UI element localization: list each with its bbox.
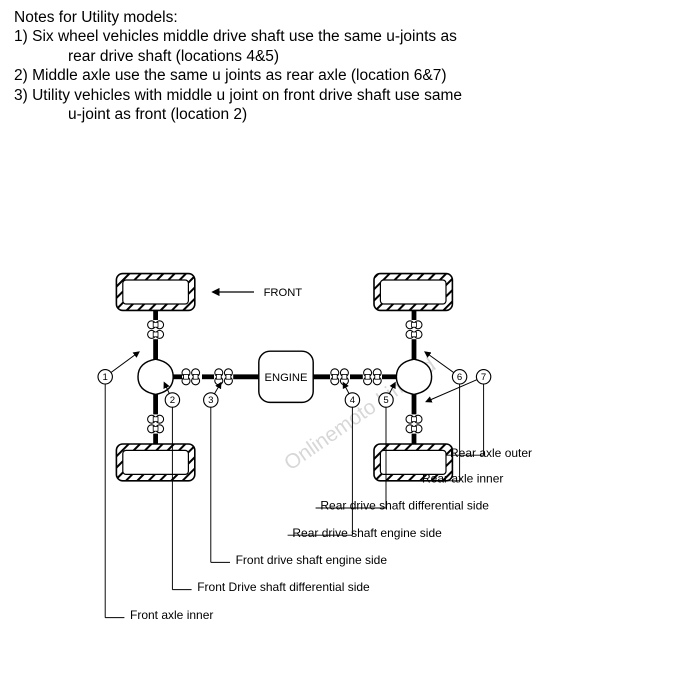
callout-number: 3	[208, 395, 213, 406]
callout-label: Rear drive shaft differential side	[320, 499, 489, 513]
callout-label: Front drive shaft engine side	[236, 553, 388, 567]
callout-label: Rear axle outer	[450, 446, 532, 460]
callout-label: Front axle inner	[130, 608, 213, 622]
callout-number: 7	[481, 372, 486, 383]
callout-number: 5	[383, 395, 388, 406]
callout-number: 4	[350, 395, 356, 406]
wheel	[116, 274, 194, 311]
engine-label: ENGINE	[265, 372, 308, 384]
u-joint	[364, 369, 382, 385]
note-2: 2) Middle axle use the same u joints as …	[14, 66, 686, 85]
u-joint	[148, 415, 164, 433]
wheel	[374, 274, 452, 311]
note-1-cont: rear drive shaft (locations 4&5)	[14, 47, 686, 66]
u-joint	[406, 415, 422, 433]
differential	[396, 359, 431, 394]
front-label: FRONT	[264, 287, 303, 299]
wheel	[116, 444, 194, 481]
u-joint	[148, 321, 164, 339]
u-joint	[215, 369, 233, 385]
callout-label: Rear drive shaft engine side	[292, 526, 442, 540]
note-1: 1) Six wheel vehicles middle drive shaft…	[14, 27, 686, 46]
callout-number: 1	[103, 372, 108, 383]
callout-label: Rear axle inner	[422, 472, 503, 486]
callout-number: 2	[170, 395, 175, 406]
note-3: 3) Utility vehicles with middle u joint …	[14, 86, 686, 105]
note-3-cont: u-joint as front (location 2)	[14, 105, 686, 124]
notes-title: Notes for Utility models:	[14, 8, 686, 27]
drivetrain-diagram: Onlinemoto LimitedENGINEFRONT1Front axle…	[0, 128, 700, 688]
differential	[138, 359, 173, 394]
callout-label: Front Drive shaft differential side	[197, 580, 370, 594]
u-joint	[182, 369, 200, 385]
callout-number: 6	[457, 372, 462, 383]
u-joint	[406, 321, 422, 339]
u-joint	[331, 369, 349, 385]
notes-block: Notes for Utility models: 1) Six wheel v…	[0, 0, 700, 128]
